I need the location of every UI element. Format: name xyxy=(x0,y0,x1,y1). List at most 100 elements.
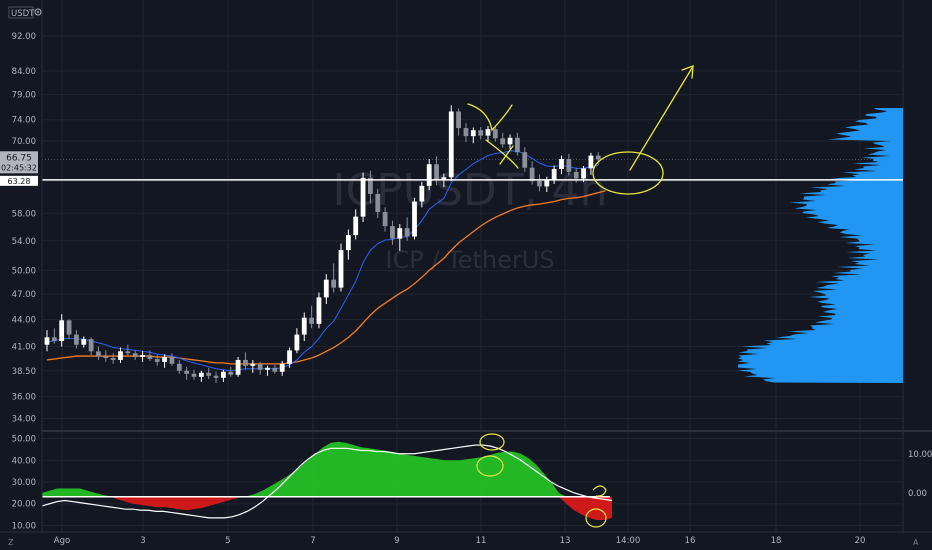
candle[interactable] xyxy=(478,127,484,140)
candle[interactable] xyxy=(360,172,366,223)
candle[interactable] xyxy=(66,319,72,340)
candle[interactable] xyxy=(537,174,542,192)
candle[interactable] xyxy=(345,229,351,260)
candle[interactable] xyxy=(228,366,234,377)
candle[interactable] xyxy=(353,209,359,240)
time-tick-label: 13 xyxy=(560,536,571,546)
candle-body xyxy=(338,250,344,288)
arrow-head[interactable] xyxy=(681,65,694,79)
candle[interactable] xyxy=(235,357,241,377)
candle[interactable] xyxy=(191,369,197,380)
candle[interactable] xyxy=(338,243,344,292)
candle[interactable] xyxy=(74,330,79,349)
candle[interactable] xyxy=(485,125,491,143)
candle[interactable] xyxy=(198,370,204,382)
candle-body xyxy=(463,128,469,137)
candle-body xyxy=(316,297,322,324)
candle[interactable] xyxy=(140,351,145,362)
candle[interactable] xyxy=(390,220,395,246)
left-toggle-z[interactable]: Z xyxy=(8,538,14,547)
candle[interactable] xyxy=(125,344,131,357)
candle-body xyxy=(544,179,550,187)
candle[interactable] xyxy=(382,207,388,232)
candle[interactable] xyxy=(309,305,314,329)
price-tick-label: 79.00 xyxy=(12,91,36,101)
candles[interactable] xyxy=(44,105,601,383)
annotations[interactable] xyxy=(467,65,694,195)
candle[interactable] xyxy=(184,366,190,380)
candle[interactable] xyxy=(88,337,94,356)
candle-body xyxy=(588,155,594,169)
candle[interactable] xyxy=(154,355,160,366)
candle[interactable] xyxy=(51,328,57,344)
candle[interactable] xyxy=(375,188,381,218)
candle[interactable] xyxy=(169,353,175,366)
candle[interactable] xyxy=(59,314,65,347)
candle[interactable] xyxy=(265,365,270,376)
candle[interactable] xyxy=(147,350,153,361)
candle[interactable] xyxy=(250,359,256,373)
candle[interactable] xyxy=(412,197,417,240)
candle[interactable] xyxy=(419,182,425,208)
candle[interactable] xyxy=(110,353,116,364)
candle[interactable] xyxy=(162,354,167,368)
candle[interactable] xyxy=(44,330,50,352)
candle[interactable] xyxy=(529,161,535,185)
candle[interactable] xyxy=(323,274,329,305)
candle-body xyxy=(419,185,425,202)
candle[interactable] xyxy=(522,147,528,172)
candle[interactable] xyxy=(316,292,322,329)
candle[interactable] xyxy=(176,359,182,374)
candle[interactable] xyxy=(331,263,337,293)
candle-body xyxy=(301,317,307,335)
candle[interactable] xyxy=(213,371,219,383)
arrow-line[interactable] xyxy=(629,67,693,171)
candle[interactable] xyxy=(426,159,432,191)
candle[interactable] xyxy=(243,352,248,370)
candle[interactable] xyxy=(279,360,285,376)
time-axis[interactable]: Ago 3 5 7 9 11 13 14:00 16 18 20 xyxy=(0,531,932,546)
volume-profile-shape xyxy=(738,108,903,383)
price-tick-label: 70.00 xyxy=(12,137,36,147)
candle[interactable] xyxy=(448,105,454,181)
candle[interactable] xyxy=(559,155,564,175)
price-tick-label: 38.50 xyxy=(12,367,36,377)
right-toggle-a[interactable]: A xyxy=(913,538,919,547)
candle[interactable] xyxy=(221,369,226,382)
candle[interactable] xyxy=(463,123,469,143)
price-axis[interactable]: 34.00 36.00 38.50 41.00 44.00 47.00 50.00 54.00… xyxy=(0,0,43,550)
candle[interactable] xyxy=(588,152,594,175)
candle[interactable] xyxy=(257,361,263,375)
candle[interactable] xyxy=(81,336,87,348)
candle[interactable] xyxy=(272,364,278,374)
oscillator-pane xyxy=(41,433,613,528)
currency-label[interactable]: USDT xyxy=(8,6,35,19)
candle-body xyxy=(345,235,351,251)
candle[interactable] xyxy=(301,312,307,342)
candle[interactable] xyxy=(470,127,476,144)
candle[interactable] xyxy=(551,165,557,184)
candle[interactable] xyxy=(404,217,410,241)
candle[interactable] xyxy=(515,132,520,156)
candle-body xyxy=(228,371,234,375)
candle[interactable] xyxy=(206,367,212,379)
candle[interactable] xyxy=(96,346,101,360)
candle[interactable] xyxy=(500,132,506,148)
candle[interactable] xyxy=(492,125,498,142)
candle-body xyxy=(485,129,491,136)
candle[interactable] xyxy=(397,224,403,251)
cross-mark[interactable] xyxy=(485,139,519,169)
ellipse-annotation[interactable] xyxy=(592,151,664,195)
candle[interactable] xyxy=(287,347,292,368)
candle[interactable] xyxy=(132,350,138,360)
candle[interactable] xyxy=(103,350,109,362)
candle[interactable] xyxy=(456,108,461,136)
candle[interactable] xyxy=(566,153,572,176)
candle[interactable] xyxy=(368,170,373,204)
candle[interactable] xyxy=(118,347,123,363)
check-mark[interactable] xyxy=(467,103,513,132)
candle[interactable] xyxy=(507,134,513,149)
candle[interactable] xyxy=(294,328,300,354)
gear-icon[interactable] xyxy=(34,8,42,16)
